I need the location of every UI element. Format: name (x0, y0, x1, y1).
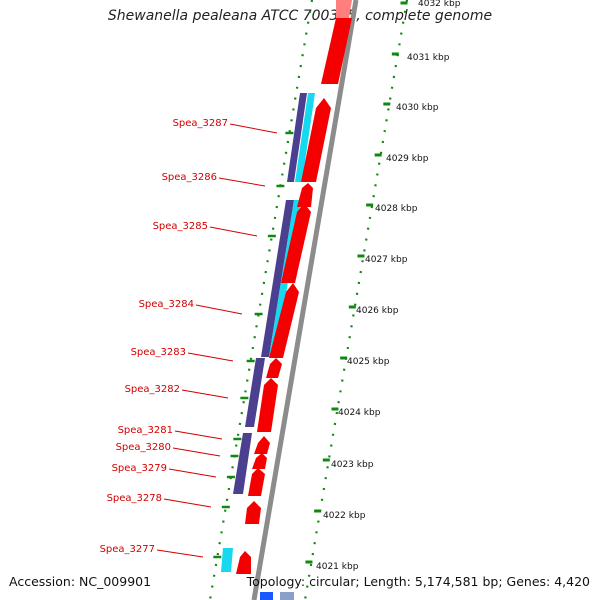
gene-leader-line (195, 304, 243, 315)
cds-arrow (281, 203, 311, 283)
scale-label: 4028 kbp (375, 204, 418, 214)
gene-leader-line (229, 123, 278, 134)
gene-label[interactable]: Spea_3285 (153, 221, 208, 232)
gene-leader-line (187, 352, 234, 362)
scale-label: 4026 kbp (356, 306, 399, 316)
right-strand-guide (303, 0, 409, 600)
gene-label[interactable]: Spea_3287 (173, 118, 228, 129)
feature-bar (233, 433, 252, 494)
scale-label: 4025 kbp (347, 357, 390, 367)
gene-label[interactable]: Spea_3282 (125, 384, 180, 395)
gene-leader-line (181, 389, 229, 399)
scale-label: 4024 kbp (338, 408, 381, 418)
cds-arrow (301, 98, 331, 182)
genome-backbone (251, 0, 359, 600)
gene-label[interactable]: Spea_3279 (112, 463, 167, 474)
left-strand-guide (208, 0, 314, 600)
scale-ticks (305, 1, 408, 564)
cds-arrow (269, 283, 299, 358)
cds-arrow (257, 378, 278, 432)
scale-label: 4021 kbp (316, 562, 359, 572)
cds-arrow (297, 183, 313, 207)
scale-label: 4031 kbp (407, 53, 450, 63)
accession-text: Accession: NC_009901 (9, 574, 152, 589)
scale-label: 4027 kbp (365, 255, 408, 265)
genome-summary-text: Topology: circular; Length: 5,174,581 bp… (246, 574, 590, 589)
cds-arrow (254, 436, 270, 454)
gene-label[interactable]: Spea_3278 (107, 493, 162, 504)
scale-labels: 4032 kbp 4031 kbp 4030 kbp 4029 kbp 4028… (316, 0, 461, 572)
gene-leader-line (172, 447, 221, 457)
feature-bar (280, 592, 294, 600)
gene-label[interactable]: Spea_3281 (118, 425, 173, 436)
feature-bar (261, 200, 294, 357)
gene-label[interactable]: Spea_3280 (116, 442, 171, 453)
gene-leader-line (163, 498, 212, 508)
cds-arrow (266, 358, 282, 378)
gene-leader-line (174, 430, 223, 440)
scale-label: 4029 kbp (386, 154, 429, 164)
gene-label[interactable]: Spea_3283 (131, 347, 186, 358)
scale-label: 4032 kbp (418, 0, 461, 9)
gene-leader-line (209, 226, 258, 237)
scale-label: 4022 kbp (323, 511, 366, 521)
feature-bar (260, 592, 273, 600)
scale-label: 4030 kbp (396, 103, 439, 113)
map-title: Shewanella pealeana ATCC 700345, complet… (107, 8, 493, 24)
cds-arrow (248, 468, 265, 496)
gene-label[interactable]: Spea_3284 (139, 299, 194, 310)
gene-ticks (213, 131, 294, 559)
feature-bar (287, 93, 307, 182)
gene-leader-line (168, 468, 217, 478)
cds-arrow (336, 0, 352, 18)
scale-label: 4023 kbp (331, 460, 374, 470)
feature-bar (245, 358, 265, 427)
cds-arrow (245, 501, 261, 524)
cds-arrow (252, 453, 267, 469)
feature-bar (295, 93, 315, 182)
gene-leader-line (156, 549, 204, 558)
gene-label[interactable]: Spea_3277 (100, 544, 155, 555)
gene-leader-line (218, 177, 266, 187)
gene-label[interactable]: Spea_3286 (162, 172, 217, 183)
cds-arrow (236, 551, 251, 574)
gene-labels: Spea_3287 Spea_3286 Spea_3285 Spea_3284 … (100, 118, 278, 558)
feature-bar (221, 548, 233, 572)
cds-arrow (321, 18, 352, 84)
